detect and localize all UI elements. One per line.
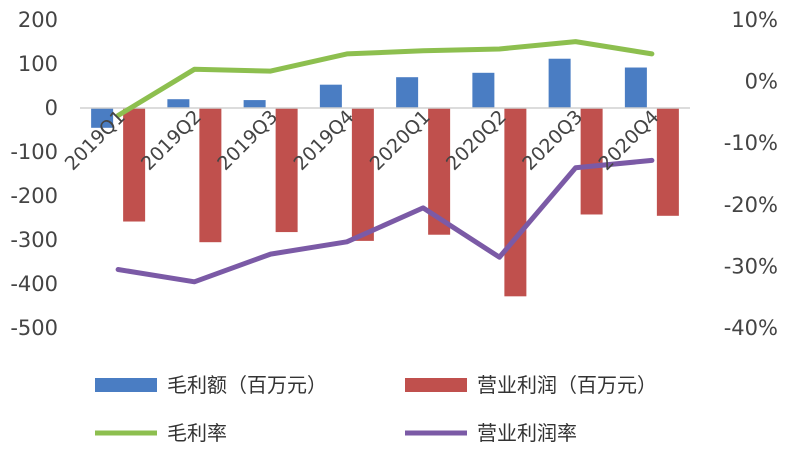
legend-swatch [95, 378, 157, 392]
bar-operating-profit [275, 108, 298, 233]
legend-label: 营业利润率 [477, 421, 577, 445]
left-axis: 200 100 0 -100 -200 -300 -400 -500 [10, 8, 58, 340]
bar-operating-profit [428, 108, 451, 235]
right-tick-label: 0% [745, 70, 778, 94]
category-label: 2019Q4 [290, 106, 359, 175]
left-tick-label: -500 [10, 316, 58, 340]
category-label: 2020Q3 [518, 106, 587, 175]
bar-gross-profit [167, 99, 190, 108]
operating-margin-line [115, 157, 655, 285]
legend-label: 毛利率 [167, 421, 227, 445]
bar-operating-profit [351, 108, 374, 241]
category-label: 2019Q2 [137, 106, 206, 175]
lines [115, 39, 655, 285]
bar-operating-profit [504, 108, 527, 297]
bar-operating-profit [123, 108, 146, 222]
right-axis: 10% 0% -10% -20% -30% -40% [724, 8, 778, 340]
left-tick-label: -200 [10, 184, 58, 208]
bar-gross-profit [396, 77, 419, 108]
left-tick-label: -300 [10, 228, 58, 252]
right-tick-label: -10% [724, 131, 778, 155]
category-label: 2020Q1 [366, 106, 435, 175]
category-label: 2019Q3 [213, 106, 282, 175]
left-tick-label: 0 [45, 96, 58, 120]
left-tick-label: 100 [18, 52, 58, 76]
category-label: 2020Q2 [442, 106, 511, 175]
bars [91, 58, 679, 297]
bar-gross-profit [624, 67, 647, 108]
legend-label: 营业利润（百万元） [477, 373, 657, 397]
right-tick-label: -40% [724, 316, 778, 340]
legend: 毛利额（百万元） 营业利润（百万元） 毛利率 营业利润率 [95, 373, 657, 445]
left-tick-label: 200 [18, 8, 58, 32]
bar-gross-profit [472, 72, 495, 108]
gross-margin-line [115, 39, 655, 118]
left-tick-label: -100 [10, 140, 58, 164]
bar-gross-profit [319, 84, 342, 108]
left-tick-label: -400 [10, 272, 58, 296]
bar-gross-profit [548, 58, 571, 108]
bar-gross-profit [243, 100, 266, 108]
legend-swatch [405, 378, 467, 392]
right-tick-label: -30% [724, 254, 778, 278]
legend-label: 毛利额（百万元） [167, 373, 327, 397]
right-tick-label: -20% [724, 193, 778, 217]
bar-operating-profit [580, 108, 603, 215]
bar-operating-profit [199, 108, 222, 243]
bar-operating-profit [656, 108, 679, 216]
bar-gross-profit [91, 108, 114, 128]
right-tick-label: 10% [731, 8, 778, 32]
